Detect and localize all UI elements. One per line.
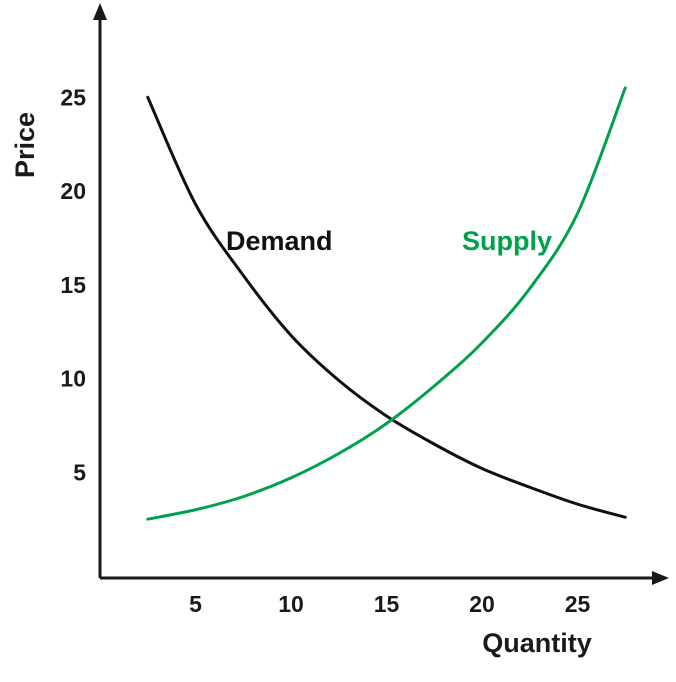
x-tick-labels: 5 10 15 20 25 (189, 591, 590, 617)
y-tick-label: 25 (60, 84, 86, 110)
x-tick-label: 20 (469, 591, 495, 617)
curves (146, 86, 627, 521)
supply-curve-label: Supply (462, 226, 552, 256)
demand-curve-label: Demand (226, 226, 333, 256)
x-tick-label: 25 (565, 591, 591, 617)
x-tick-label: 15 (374, 591, 400, 617)
y-tick-label: 5 (73, 459, 86, 485)
y-axis-title: Price (10, 112, 40, 178)
y-axis-arrow-icon (93, 3, 107, 20)
axes (93, 3, 669, 585)
demand-curve (146, 95, 627, 519)
y-tick-label: 10 (60, 366, 86, 392)
y-tick-labels: 5 10 15 20 25 (60, 84, 86, 485)
y-tick-label: 15 (60, 272, 86, 298)
x-axis-arrow-icon (652, 571, 669, 585)
x-tick-label: 10 (278, 591, 304, 617)
supply-curve (146, 86, 627, 521)
x-axis-title: Quantity (482, 628, 592, 658)
x-tick-label: 5 (189, 591, 202, 617)
y-tick-label: 20 (60, 178, 86, 204)
